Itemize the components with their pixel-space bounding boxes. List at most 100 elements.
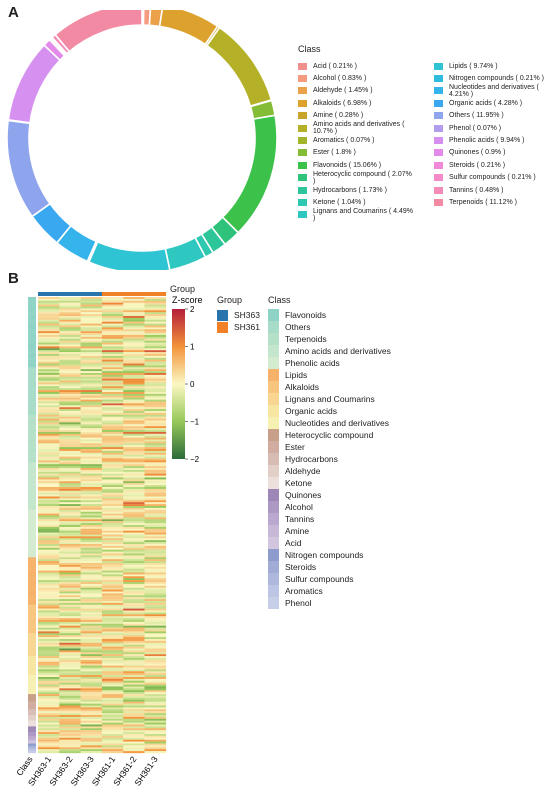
- heatmap-cell: [38, 310, 60, 313]
- class-annotation-cell: [28, 616, 36, 619]
- heatmap-cell: [59, 409, 81, 412]
- legend-swatch: [434, 149, 443, 157]
- zscore-tick-label: 2: [190, 305, 195, 314]
- heatmap-cell: [144, 450, 167, 453]
- heatmap-cell: [101, 551, 124, 554]
- heatmap-cell: [144, 460, 167, 463]
- heatmap-cell: [59, 464, 81, 467]
- heatmap-cell: [59, 587, 81, 590]
- heatmap-cell: [38, 483, 60, 486]
- heatmap-cell: [101, 485, 124, 488]
- heatmap-cell: [123, 367, 145, 370]
- heatmap-cell: [59, 333, 81, 336]
- class-annotation-cell: [28, 488, 36, 491]
- heatmap-cell: [80, 509, 103, 512]
- heatmap-cell: [80, 376, 103, 379]
- heatmap-cell: [80, 511, 103, 514]
- heatmap-cell: [144, 716, 167, 719]
- heatmap-cell: [144, 718, 167, 721]
- class-legend-item: Hydrocarbons: [268, 453, 391, 465]
- heatmap-cell: [59, 414, 81, 417]
- heatmap-cell: [144, 678, 167, 681]
- heatmap-cell: [144, 487, 167, 490]
- class-legend-label: Heterocyclic compound: [285, 430, 374, 440]
- heatmap-cell: [101, 699, 124, 702]
- heatmap-cell: [101, 640, 124, 643]
- heatmap-cell: [38, 612, 60, 615]
- heatmap-cell: [80, 477, 103, 480]
- heatmap-cell: [59, 473, 81, 476]
- heatmap-cell: [123, 631, 145, 634]
- heatmap-cell: [59, 564, 81, 567]
- heatmap-cell: [101, 677, 124, 680]
- heatmap-cell: [101, 669, 124, 672]
- class-legend-label: Alcohol: [285, 502, 313, 512]
- heatmap-cell: [123, 563, 145, 566]
- heatmap-cell: [123, 335, 145, 338]
- heatmap-cell: [80, 589, 103, 592]
- class-annotation-cell: [28, 519, 36, 522]
- class-legend-item: Ester: [268, 441, 391, 453]
- heatmap-cell: [80, 737, 103, 740]
- heatmap-cell: [80, 327, 103, 330]
- heatmap-cell: [38, 606, 60, 609]
- heatmap-cell: [123, 369, 145, 372]
- heatmap-cell: [123, 542, 145, 545]
- class-annotation-cell: [28, 654, 36, 657]
- heatmap-cell: [38, 445, 60, 448]
- heatmap-cell: [144, 544, 167, 547]
- heatmap-cell: [38, 677, 60, 680]
- heatmap-cell: [80, 652, 103, 655]
- heatmap-cell: [123, 414, 145, 417]
- heatmap-cell: [101, 616, 124, 619]
- class-legend-label: Others: [285, 322, 311, 332]
- heatmap-cell: [38, 414, 60, 417]
- heatmap-cell: [123, 530, 145, 533]
- heatmap-cell: [123, 604, 145, 607]
- heatmap-cell: [123, 393, 145, 396]
- heatmap-cell: [38, 517, 60, 520]
- heatmap-cell: [123, 688, 145, 691]
- heatmap-cell: [123, 426, 145, 429]
- heatmap-cell: [59, 468, 81, 471]
- heatmap-cell: [38, 363, 60, 366]
- class-annotation-cell: [28, 316, 36, 319]
- heatmap-cell: [59, 718, 81, 721]
- heatmap-cell: [80, 705, 103, 708]
- heatmap-cell: [101, 618, 124, 621]
- class-annotation-cell: [28, 612, 36, 615]
- heatmap-cell: [144, 701, 167, 704]
- heatmap-cell: [101, 308, 124, 311]
- heatmap-cell: [38, 616, 60, 619]
- heatmap-cell: [144, 361, 167, 364]
- heatmap-cell: [123, 557, 145, 560]
- heatmap-cell: [80, 302, 103, 305]
- heatmap-cell: [101, 593, 124, 596]
- heatmap-cell: [80, 658, 103, 661]
- heatmap-cell: [80, 314, 103, 317]
- class-annotation-cell: [28, 426, 36, 429]
- heatmap-cell: [38, 627, 60, 630]
- class-annotation-cell: [28, 633, 36, 636]
- class-annotation-cell: [28, 536, 36, 539]
- heatmap-cell: [59, 517, 81, 520]
- heatmap-cell: [38, 583, 60, 586]
- heatmap-cell: [123, 430, 145, 433]
- heatmap-cell: [38, 688, 60, 691]
- heatmap-cell: [144, 735, 167, 738]
- donut-legend-item: Alcohol ( 0.83% ): [298, 72, 416, 84]
- heatmap-cell: [38, 745, 60, 748]
- heatmap-cell: [80, 559, 103, 562]
- heatmap-cell: [123, 452, 145, 455]
- heatmap-cell: [123, 540, 145, 543]
- heatmap-cell: [123, 629, 145, 632]
- heatmap-cell: [59, 667, 81, 670]
- heatmap-cell: [59, 621, 81, 624]
- heatmap-cell: [38, 682, 60, 685]
- heatmap-cell: [38, 511, 60, 514]
- heatmap-cell: [80, 673, 103, 676]
- heatmap-cell: [80, 564, 103, 567]
- class-legend-item: Tannins: [268, 513, 391, 525]
- heatmap-cell: [80, 344, 103, 347]
- heatmap-cell: [144, 732, 167, 735]
